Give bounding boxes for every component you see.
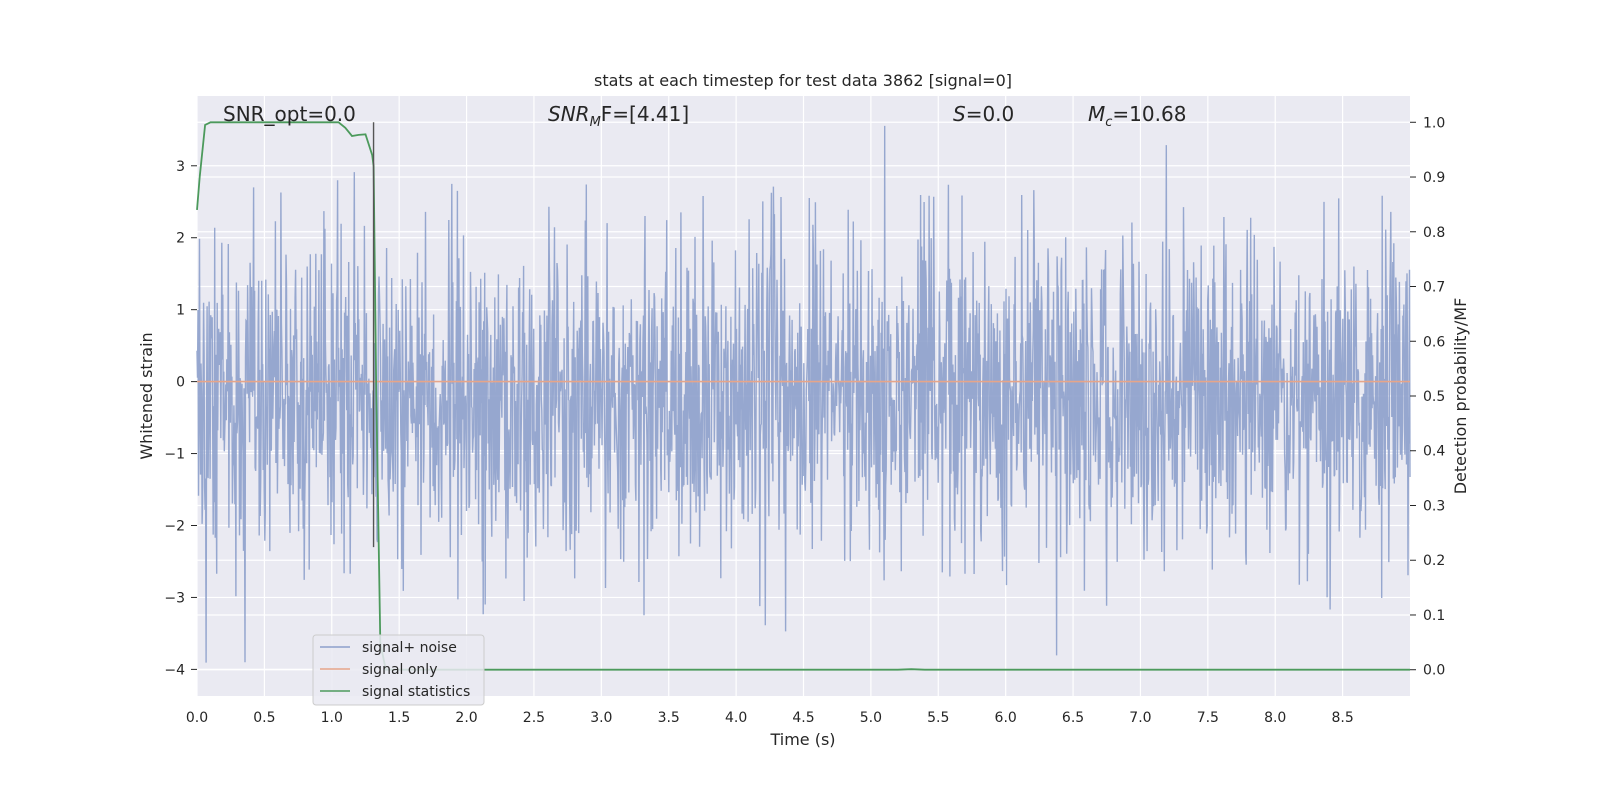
x-tick-label: 0.5 xyxy=(253,710,275,726)
x-tick-label: 3.0 xyxy=(590,710,612,726)
x-tick-label: 6.0 xyxy=(995,710,1017,726)
annotation-mc: Mc=10.68 xyxy=(1088,102,1186,130)
y-right-tick-label: 0.0 xyxy=(1423,663,1445,679)
x-tick-label: 4.5 xyxy=(792,710,814,726)
snr-mf-prefix: SNR xyxy=(548,102,590,126)
x-tick-label: 7.0 xyxy=(1129,710,1151,726)
mc-suffix: =10.68 xyxy=(1112,102,1186,126)
mc-prefix: M xyxy=(1088,102,1105,126)
y-right-tick-label: 0.8 xyxy=(1423,225,1445,241)
y-right-axis-label: Detection probability/MF xyxy=(1451,298,1470,495)
s-suffix: =0.0 xyxy=(966,102,1015,126)
x-tick-label: 1.5 xyxy=(388,710,410,726)
legend-label-noise: signal+ noise xyxy=(362,640,457,656)
y-left-tick-label: 3 xyxy=(176,159,185,175)
y-left-tick-label: −4 xyxy=(164,662,185,678)
series-signal-statistics xyxy=(196,121,1410,671)
x-tick-label: 8.5 xyxy=(1331,710,1353,726)
x-tick-label: 1.0 xyxy=(321,710,343,726)
y-right-tick-label: 0.2 xyxy=(1423,553,1445,569)
y-left-tick-label: −2 xyxy=(164,518,185,534)
legend: signal+ noise signal only signal statist… xyxy=(312,634,485,706)
series-signal-noise xyxy=(196,125,1411,663)
legend-box xyxy=(312,634,485,706)
annotation-s: S=0.0 xyxy=(953,102,1014,126)
x-tick-label: 3.5 xyxy=(658,710,680,726)
y-left-tick-label: 0 xyxy=(176,375,185,391)
y-right-tick-label: 0.5 xyxy=(1423,389,1445,405)
x-tick-label: 2.5 xyxy=(523,710,545,726)
y-left-tick-label: −3 xyxy=(164,590,185,606)
x-axis-label: Time (s) xyxy=(769,730,835,749)
legend-label-signal: signal only xyxy=(362,662,437,678)
x-tick-label: 7.5 xyxy=(1197,710,1219,726)
y-left-axis-label: Whitened strain xyxy=(137,332,156,459)
x-tick-label: 5.0 xyxy=(860,710,882,726)
legend-label-stats: signal statistics xyxy=(362,684,470,700)
x-tick-label: 8.0 xyxy=(1264,710,1286,726)
y-left-tick-label: −1 xyxy=(164,447,185,463)
x-tick-label: 2.0 xyxy=(455,710,477,726)
snr-mf-suffix: F=[4.41] xyxy=(601,102,689,126)
y-right-tick-label: 0.3 xyxy=(1423,498,1445,514)
x-tick-label: 0.0 xyxy=(186,710,208,726)
y-right-axis-ticks: 1.0 0.9 0.8 0.7 0.6 0.5 0.4 0.3 0.2 0.1 0.0 xyxy=(1410,115,1445,679)
x-tick-label: 5.5 xyxy=(927,710,949,726)
y-left-axis-ticks: 3 2 1 0 −1 −2 −3 −4 xyxy=(164,159,197,678)
y-left-tick-label: 1 xyxy=(176,303,185,319)
y-right-tick-label: 0.4 xyxy=(1423,444,1445,460)
y-right-tick-label: 0.6 xyxy=(1423,334,1445,350)
snr-mf-sub: M xyxy=(590,115,601,130)
y-right-tick-label: 0.9 xyxy=(1423,170,1445,186)
chart-title: stats at each timestep for test data 386… xyxy=(594,71,1012,90)
x-axis-ticks: 0.0 0.5 1.0 1.5 2.0 2.5 3.0 3.5 4.0 4.5 5.0 5.5 6.0 6… xyxy=(186,710,1354,726)
y-left-tick-label: 2 xyxy=(176,231,185,247)
annotation-snr-mf: SNRMF=[4.41] xyxy=(548,102,689,130)
mc-sub: c xyxy=(1105,115,1112,130)
y-right-tick-label: 0.7 xyxy=(1423,280,1445,296)
s-prefix: S xyxy=(953,102,966,126)
annotation-snr-opt: SNR_opt=0.0 xyxy=(223,102,356,126)
x-tick-label: 4.0 xyxy=(725,710,747,726)
y-right-tick-label: 1.0 xyxy=(1423,115,1445,131)
x-tick-label: 6.5 xyxy=(1062,710,1084,726)
noise-trace xyxy=(196,125,1411,663)
y-right-tick-label: 0.1 xyxy=(1423,608,1445,624)
